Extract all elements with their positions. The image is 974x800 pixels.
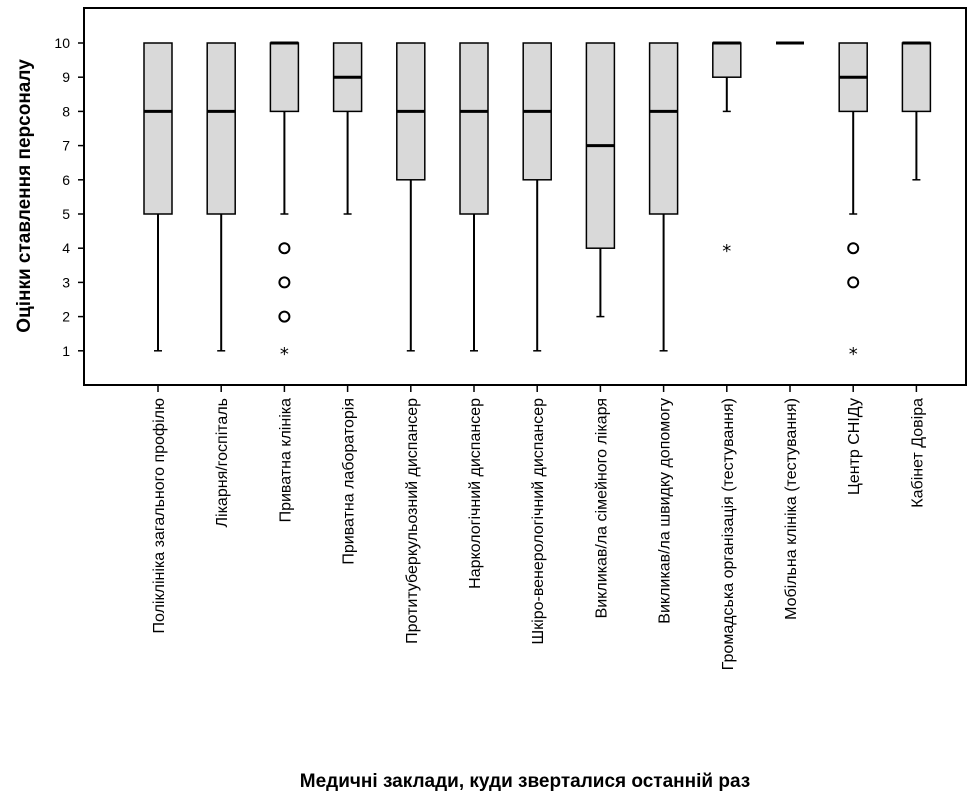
box-13 bbox=[901, 41, 932, 181]
y-axis-title: Оцінки ставлення персоналу bbox=[14, 59, 35, 333]
box-6 bbox=[459, 42, 489, 352]
box-iqr bbox=[206, 42, 236, 215]
outlier-point bbox=[847, 276, 860, 289]
box-1 bbox=[143, 42, 173, 352]
extreme-point: * bbox=[280, 344, 289, 365]
y-tick-label: 5 bbox=[62, 206, 70, 222]
x-category-label: Приватна лабораторія bbox=[341, 398, 358, 565]
box-iqr bbox=[143, 42, 173, 215]
box-10: * bbox=[712, 41, 742, 262]
box-iqr bbox=[901, 42, 932, 113]
box-2 bbox=[206, 42, 236, 352]
x-category-label: Викликав/ла сімейного лікаря bbox=[593, 398, 610, 618]
box-iqr bbox=[712, 42, 742, 78]
outlier-point bbox=[278, 242, 291, 255]
x-category-label: Протитуберкульозний диспансер bbox=[404, 398, 421, 644]
y-tick-label: 1 bbox=[62, 343, 70, 359]
box-3: * bbox=[269, 41, 300, 365]
box-7 bbox=[522, 42, 552, 352]
box-4 bbox=[332, 42, 363, 215]
x-category-label: Поліклініка загального профілю bbox=[151, 398, 168, 633]
box-5 bbox=[396, 42, 426, 352]
y-tick-label: 2 bbox=[62, 309, 70, 325]
y-tick-label: 6 bbox=[62, 172, 70, 188]
outlier-point bbox=[278, 276, 291, 289]
x-category-label: Лікарня/госпіталь bbox=[214, 398, 231, 527]
box-iqr bbox=[269, 42, 300, 113]
extreme-point: * bbox=[722, 241, 731, 262]
y-tick-label: 8 bbox=[62, 103, 70, 119]
x-category-label: Громадська організація (тестування) bbox=[720, 398, 737, 670]
y-tick-label: 7 bbox=[62, 138, 70, 154]
y-tick-label: 10 bbox=[54, 35, 70, 51]
y-axis-ticks: 1 2 3 4 5 6 7 8 9 10 bbox=[54, 35, 84, 359]
box-iqr bbox=[459, 42, 489, 215]
box-8 bbox=[585, 42, 616, 318]
box-12: * bbox=[838, 42, 868, 365]
x-axis-title: Медичні заклади, куди зверталися останні… bbox=[300, 771, 750, 792]
box-series: * * * bbox=[143, 41, 932, 365]
y-tick-label: 3 bbox=[62, 274, 70, 290]
x-category-label: Мобільна клініка (тестування) bbox=[783, 398, 800, 620]
y-tick-label: 4 bbox=[62, 240, 70, 256]
x-category-label: Кабінет Довіра bbox=[909, 398, 926, 508]
x-category-label: Центр СНІДу bbox=[846, 398, 863, 495]
x-category-label: Шкіро-венерологічний диспансер bbox=[530, 398, 547, 645]
x-category-label: Приватна клініка bbox=[277, 398, 294, 523]
x-category-label: Наркологічний диспансер bbox=[467, 398, 484, 589]
x-category-label: Викликав/ла швидку допомогу bbox=[657, 398, 674, 624]
outlier-point bbox=[278, 310, 291, 323]
y-tick-label: 9 bbox=[62, 69, 70, 85]
extreme-point: * bbox=[849, 344, 858, 365]
box-9 bbox=[648, 42, 679, 352]
box-iqr bbox=[648, 42, 679, 215]
x-axis-category-labels: Поліклініка загального профілю Лікарня/го… bbox=[151, 385, 926, 670]
outlier-point bbox=[847, 242, 860, 255]
